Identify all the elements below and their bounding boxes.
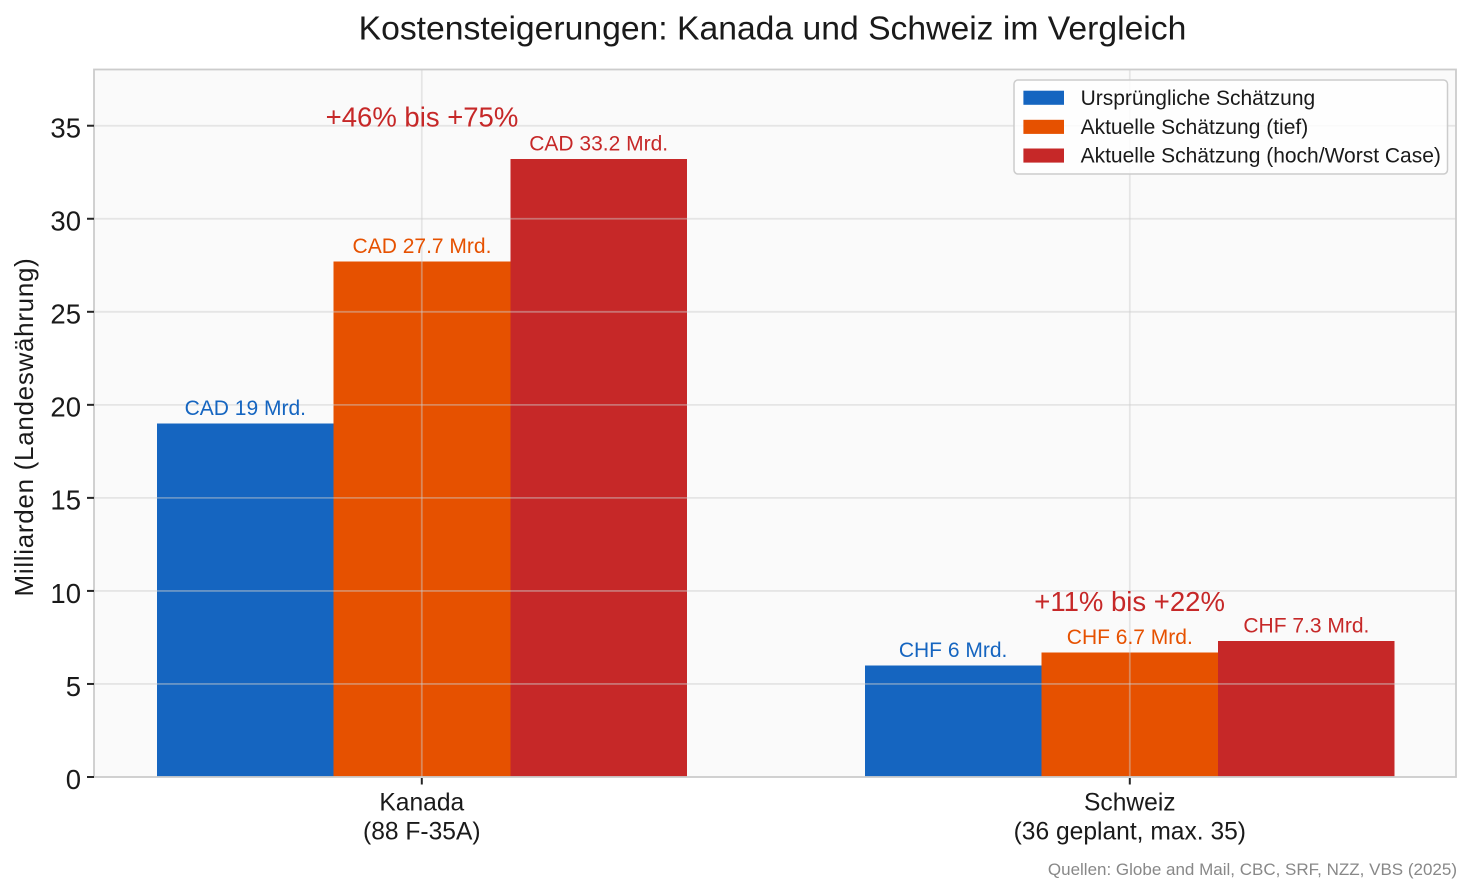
svg-text:Schweiz: Schweiz: [1084, 790, 1176, 817]
svg-text:CAD 19 Mrd.: CAD 19 Mrd.: [185, 397, 306, 420]
svg-text:CAD 27.7 Mrd.: CAD 27.7 Mrd.: [353, 235, 492, 258]
svg-text:Ursprüngliche Schätzung: Ursprüngliche Schätzung: [1081, 87, 1316, 110]
svg-text:CHF 6 Mrd.: CHF 6 Mrd.: [899, 639, 1008, 662]
svg-text:+11% bis +22%: +11% bis +22%: [1034, 586, 1225, 617]
svg-text:(36 geplant, max. 35): (36 geplant, max. 35): [1014, 818, 1246, 845]
svg-text:Milliarden (Landeswährung): Milliarden (Landeswährung): [9, 257, 39, 596]
svg-text:25: 25: [50, 299, 81, 330]
svg-text:5: 5: [66, 671, 81, 702]
svg-text:CAD 33.2 Mrd.: CAD 33.2 Mrd.: [529, 133, 668, 156]
svg-text:35: 35: [50, 113, 81, 144]
svg-text:Kostensteigerungen: Kanada und: Kostensteigerungen: Kanada und Schweiz i…: [359, 10, 1187, 48]
svg-text:Quellen: Globe and Mail, CBC,: Quellen: Globe and Mail, CBC, SRF, NZZ, …: [1048, 860, 1457, 879]
svg-text:15: 15: [50, 485, 81, 516]
svg-text:Aktuelle Schätzung (hoch/Worst: Aktuelle Schätzung (hoch/Worst Case): [1081, 145, 1441, 168]
svg-text:(88 F-35A): (88 F-35A): [363, 818, 481, 845]
svg-text:20: 20: [50, 392, 81, 423]
svg-text:CHF 6.7 Mrd.: CHF 6.7 Mrd.: [1067, 626, 1193, 649]
svg-text:Kanada: Kanada: [379, 790, 464, 817]
svg-text:30: 30: [50, 206, 81, 237]
svg-text:Aktuelle Schätzung (tief): Aktuelle Schätzung (tief): [1081, 116, 1309, 139]
svg-text:CHF 7.3 Mrd.: CHF 7.3 Mrd.: [1243, 615, 1369, 638]
svg-text:+46% bis +75%: +46% bis +75%: [326, 101, 519, 132]
svg-text:10: 10: [50, 578, 81, 609]
svg-text:0: 0: [66, 764, 81, 795]
